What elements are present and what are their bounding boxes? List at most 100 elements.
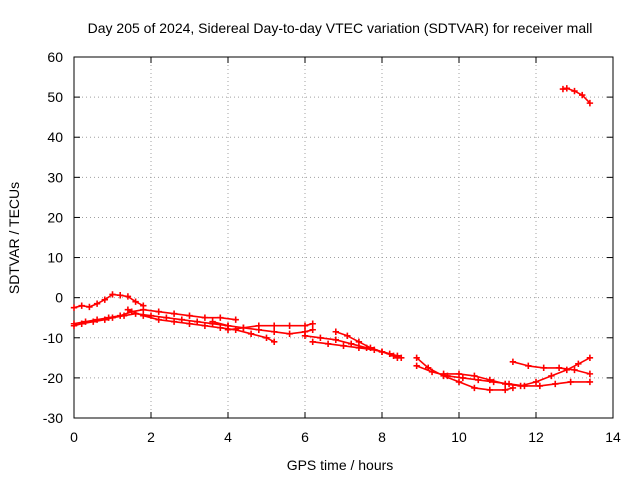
data-point	[398, 354, 405, 362]
data-point	[247, 330, 255, 337]
data-point	[263, 334, 270, 341]
data-point	[186, 312, 193, 319]
data-point	[332, 336, 339, 343]
data-point	[209, 318, 216, 325]
data-point	[548, 372, 555, 380]
data-point	[586, 354, 594, 362]
data-point	[413, 354, 420, 362]
data-point	[475, 376, 482, 384]
data-point	[301, 322, 309, 329]
series-line	[127, 308, 276, 343]
data-point	[124, 306, 132, 313]
plot-frame	[73, 56, 614, 419]
data-point	[70, 304, 78, 311]
data-point	[525, 362, 532, 370]
data-point	[163, 314, 170, 321]
data-point	[286, 330, 293, 337]
data-point	[586, 99, 594, 107]
y-tick-label: 60	[47, 49, 63, 65]
data-point	[271, 328, 278, 335]
data-point	[563, 85, 570, 92]
data-point	[309, 338, 316, 345]
data-point	[93, 300, 101, 307]
data-point	[440, 370, 447, 378]
data-point	[170, 310, 178, 317]
data-point	[517, 382, 524, 390]
data-point	[540, 364, 547, 372]
data-point	[355, 338, 363, 345]
data-point	[455, 370, 463, 378]
data-point	[120, 312, 128, 319]
data-point	[486, 386, 493, 394]
series-line	[73, 293, 145, 309]
data-point	[286, 322, 293, 329]
x-tick-label: 0	[70, 429, 78, 445]
x-axis-label: GPS time / hours	[287, 457, 394, 473]
data-point	[586, 370, 594, 378]
data-point	[367, 344, 374, 352]
data-point	[140, 306, 147, 313]
data-point	[194, 318, 201, 325]
data-point	[124, 293, 132, 300]
data-point	[155, 316, 162, 323]
data-point	[140, 312, 147, 319]
data-point	[340, 342, 347, 349]
data-point	[571, 366, 578, 374]
data-series-track-1	[70, 291, 147, 311]
y-axis-label: SDTVAR / TECUs	[6, 182, 22, 294]
data-point	[459, 374, 467, 382]
data-point	[101, 316, 108, 323]
data-point	[232, 316, 239, 323]
series-layer	[70, 85, 594, 394]
data-point	[255, 322, 262, 329]
data-point	[575, 360, 582, 368]
data-point	[486, 376, 493, 384]
x-tick-label: 14	[605, 429, 621, 445]
data-series-track-5	[209, 318, 316, 337]
data-point	[555, 364, 563, 372]
data-series-track-14	[559, 85, 594, 107]
data-point	[413, 362, 420, 370]
data-point	[502, 386, 509, 394]
data-point	[532, 378, 540, 386]
data-series-track-7	[301, 332, 401, 360]
data-point	[344, 332, 351, 339]
data-point	[355, 344, 363, 352]
data-series-track-12	[440, 354, 594, 390]
data-series-track-13	[509, 358, 594, 378]
data-point	[93, 316, 101, 323]
data-point	[332, 328, 339, 335]
y-tick-label: 30	[47, 169, 63, 185]
data-point	[132, 298, 139, 305]
data-point	[301, 332, 309, 339]
data-point	[101, 296, 108, 303]
x-tick-label: 10	[451, 429, 467, 445]
y-tick-label: -10	[43, 330, 63, 346]
data-point	[425, 364, 432, 372]
data-point	[348, 340, 355, 347]
y-tick-label: 10	[47, 250, 63, 266]
data-point	[109, 314, 116, 321]
data-point	[324, 340, 332, 347]
data-point	[217, 324, 224, 331]
data-point	[78, 320, 85, 327]
y-tick-label: -30	[43, 410, 63, 426]
data-point	[390, 352, 397, 360]
data-series-track-10	[413, 362, 594, 390]
x-tick-label: 2	[147, 429, 155, 445]
chart-title: Day 205 of 2024, Sidereal Day-to-day VTE…	[88, 20, 593, 36]
data-point	[224, 326, 232, 333]
data-point	[552, 380, 559, 388]
data-point	[117, 292, 124, 299]
data-point	[201, 314, 209, 321]
data-point	[82, 318, 89, 325]
data-series-track-6	[224, 320, 316, 333]
data-point	[309, 326, 316, 333]
data-point	[271, 338, 278, 345]
data-point	[109, 291, 116, 298]
data-series-track-9	[332, 328, 405, 362]
grid-layer	[74, 57, 613, 418]
data-point	[70, 322, 78, 329]
y-tick-label: 50	[47, 89, 63, 105]
